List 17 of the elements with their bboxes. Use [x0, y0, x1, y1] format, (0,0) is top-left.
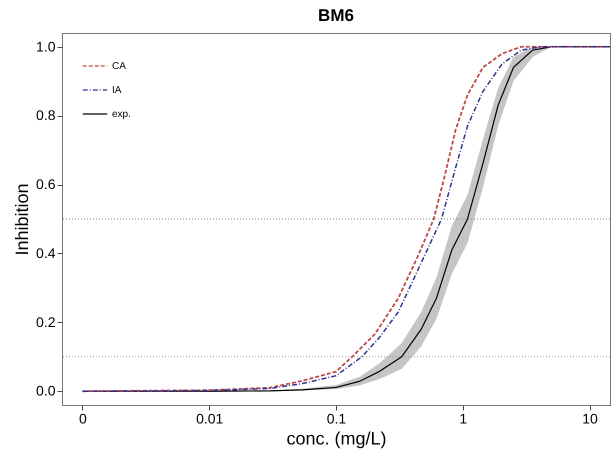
- legend-label: CA: [112, 61, 126, 72]
- y-tick-label: 0.0: [36, 382, 56, 399]
- x-tick-label: 0.01: [196, 410, 224, 426]
- legend-label: IA: [112, 85, 122, 96]
- legend-label: exp.: [112, 109, 131, 120]
- x-tick-label: 0.1: [326, 410, 346, 426]
- y-tick-label: 0.2: [36, 314, 56, 330]
- x-tick-label: 10: [582, 410, 598, 426]
- y-axis-title: Inhibition: [12, 183, 32, 256]
- y-tick-label: 0.4: [36, 244, 56, 261]
- y-tick-label: 1.0: [36, 38, 56, 54]
- y-tick-label: 0.6: [36, 176, 56, 192]
- x-axis-title: conc. (mg/L): [286, 428, 387, 448]
- y-tick-label: 0.8: [36, 107, 56, 124]
- x-tick-label: 0: [79, 410, 88, 426]
- x-tick-label: 1: [459, 410, 468, 426]
- chart-title: BM6: [318, 6, 354, 25]
